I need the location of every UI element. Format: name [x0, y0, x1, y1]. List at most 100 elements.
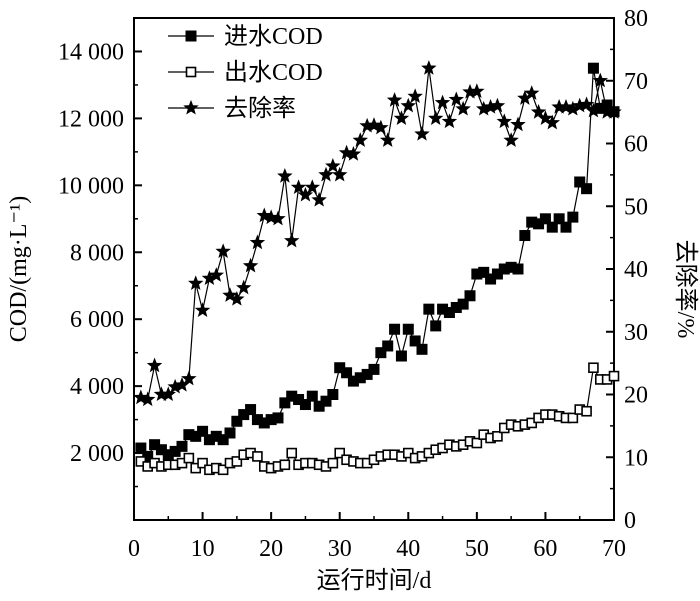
x-tick-label: 40: [396, 536, 420, 562]
series-3-point: [133, 389, 149, 405]
series-3-point: [455, 100, 471, 116]
series-3-point: [592, 72, 608, 88]
series-2: [135, 362, 620, 476]
series-1-point: [341, 367, 353, 379]
series-3-point: [208, 267, 224, 282]
legend-item-3: 去除率: [168, 95, 296, 122]
series-1-point: [546, 221, 558, 233]
legend-marker: [185, 66, 197, 78]
series-3-point: [242, 257, 259, 273]
series-2-point: [217, 464, 229, 476]
series-3-point: [366, 117, 382, 132]
series-3-point: [503, 132, 519, 147]
series-3-point: [448, 91, 464, 107]
series-2-point: [471, 437, 483, 449]
series-3-point: [469, 83, 485, 98]
series-3-point: [380, 132, 396, 147]
series-1-point: [368, 363, 380, 375]
series-1-point: [402, 323, 414, 335]
legend-marker: [183, 99, 199, 115]
series-3-point: [530, 104, 547, 119]
y-right-tick-label: 0: [624, 508, 636, 534]
series-3-point: [146, 357, 163, 373]
series-3-point: [215, 243, 231, 258]
series-1-point: [581, 183, 593, 195]
series-3-point: [407, 88, 423, 103]
series-1-point: [423, 303, 435, 315]
series-1-point: [519, 230, 531, 242]
x-axis-title: 运行时间/d: [317, 567, 432, 594]
series-1-point: [272, 412, 284, 424]
y-right-tick-label: 30: [624, 320, 648, 346]
legend-label: 去除率: [224, 95, 296, 122]
series-1-point: [135, 442, 147, 454]
y-left-tick-label: 10 000: [58, 173, 124, 199]
series-1-point: [320, 395, 332, 407]
series-2-point: [252, 451, 263, 462]
series-1-point: [375, 347, 387, 359]
series-2-point: [279, 459, 291, 471]
series-1-point: [389, 323, 401, 335]
series-1-point: [224, 427, 236, 439]
series-3: [133, 60, 622, 407]
x-tick-label: 20: [259, 536, 283, 562]
series-3-point: [236, 279, 252, 295]
y-right-tick-label: 80: [624, 6, 648, 32]
series-2-point: [231, 456, 243, 467]
legend-item-2: 出水COD: [168, 59, 323, 86]
series-3-point: [304, 179, 320, 194]
series-3-point: [140, 391, 156, 407]
series-3-point: [284, 232, 300, 248]
series-3-point: [585, 102, 602, 118]
series-3-point: [277, 168, 293, 183]
x-tick-label: 60: [533, 536, 557, 562]
series-3-point: [290, 179, 307, 194]
series-1-point: [457, 298, 469, 310]
series-2-point: [588, 362, 599, 374]
series-3-point: [373, 119, 389, 135]
series-2-point: [581, 405, 592, 417]
series-1-point: [574, 176, 586, 188]
series-3-point: [510, 116, 526, 132]
series-3-point: [270, 210, 286, 226]
series-3-point: [318, 166, 334, 182]
series-1-point: [306, 390, 318, 402]
series-1-point: [512, 263, 524, 275]
series-1-point: [430, 320, 442, 332]
series-3-point: [496, 113, 512, 129]
y-right-tick-label: 10: [624, 445, 648, 471]
series-1-point: [382, 340, 394, 352]
series-2-point: [327, 457, 339, 469]
series-3-point: [222, 287, 238, 302]
series-1-point: [464, 290, 476, 302]
series-1-point: [299, 399, 311, 411]
series-3-point: [524, 85, 540, 100]
y-left-tick-label: 4 000: [70, 374, 124, 400]
series-3-point: [345, 146, 362, 161]
series-1-point: [245, 404, 257, 416]
series-2-point: [608, 370, 620, 382]
series-1-point: [539, 213, 551, 225]
series-3-point: [428, 110, 444, 125]
x-tick-label: 0: [128, 536, 140, 562]
y-right-tick-label: 20: [624, 383, 648, 409]
y-right-tick-label: 60: [624, 132, 648, 158]
y-left-tick-label: 8 000: [70, 240, 124, 266]
series-2-point: [197, 457, 208, 469]
series-1-point: [395, 350, 407, 362]
series-3-point: [325, 157, 341, 173]
series-3-point: [311, 191, 327, 207]
series-3-point: [188, 275, 204, 291]
series-1: [135, 62, 620, 462]
axes: 0 10 20 30 40 50 60 70 2 000 4 000 6 000 8 000 10 00…: [58, 6, 648, 562]
series-2-point: [183, 452, 195, 464]
series-3-point: [544, 114, 560, 130]
series-1-point: [409, 335, 421, 347]
x-tick-label: 30: [328, 536, 352, 562]
series-2-point: [567, 412, 579, 424]
series-3-point: [537, 110, 554, 125]
y-left-tick-label: 2 000: [70, 441, 124, 467]
series-1-point: [478, 266, 490, 278]
x-tick-label: 10: [191, 536, 215, 562]
